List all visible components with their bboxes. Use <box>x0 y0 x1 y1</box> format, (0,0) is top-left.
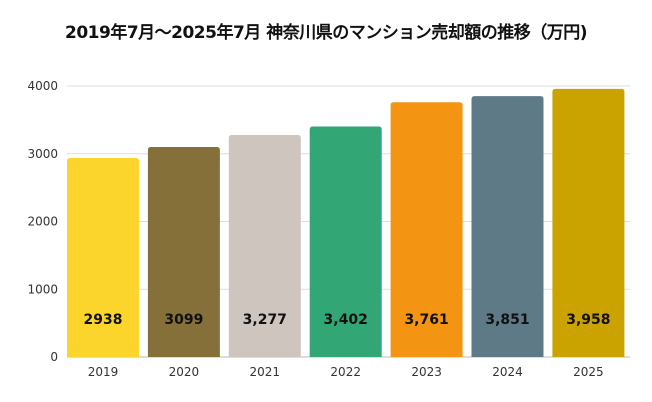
bar-2019 <box>67 157 139 357</box>
y-tick-label: 0 <box>50 350 58 364</box>
data-label: 3,277 <box>243 312 287 328</box>
y-tick-label: 3000 <box>27 147 58 161</box>
y-tick-label: 4000 <box>27 79 58 93</box>
x-tick-label: 2019 <box>88 365 119 379</box>
bar-2023 <box>390 102 463 357</box>
bar-2024 <box>471 96 544 357</box>
bar-2020 <box>147 147 220 357</box>
y-tick-label: 2000 <box>27 215 58 229</box>
x-tick-label: 2024 <box>492 365 523 379</box>
bar-2022 <box>309 126 382 358</box>
data-label: 3,402 <box>324 312 368 328</box>
data-label: 3,761 <box>404 312 448 328</box>
bar-2021 <box>228 134 301 357</box>
y-tick-label: 1000 <box>27 282 58 296</box>
x-tick-label: 2025 <box>573 365 604 379</box>
data-label: 2938 <box>84 312 123 328</box>
data-label: 3,958 <box>566 312 610 328</box>
x-tick-label: 2021 <box>250 365 281 379</box>
x-tick-label: 2022 <box>330 365 361 379</box>
bar-2025 <box>552 88 625 358</box>
chart-title: 2019年7月～2025年7月 神奈川県のマンション売却額の推移（万円) <box>65 23 587 43</box>
x-tick-label: 2023 <box>411 365 442 379</box>
x-tick-label: 2020 <box>169 365 200 379</box>
data-label: 3,851 <box>485 312 529 328</box>
data-label: 3099 <box>164 312 203 328</box>
